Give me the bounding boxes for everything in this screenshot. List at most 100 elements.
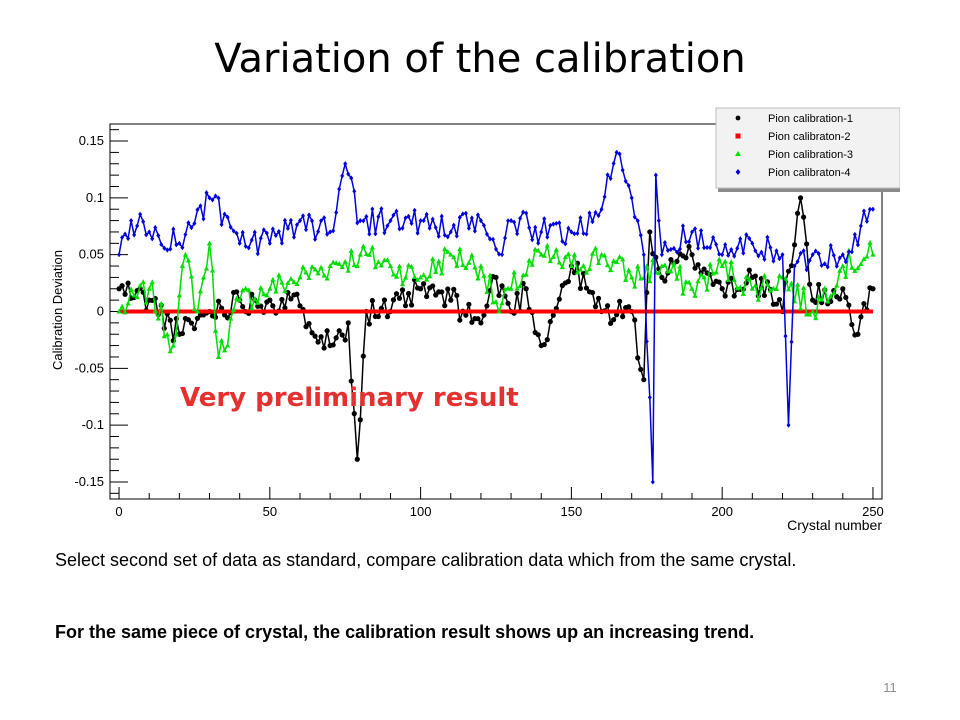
data-point: [556, 296, 562, 302]
description-paragraph: Select second set of data as standard, c…: [55, 550, 797, 570]
data-point: [457, 246, 463, 252]
data-point: [650, 251, 656, 257]
data-point: [348, 247, 354, 253]
data-point: [623, 178, 628, 184]
data-point: [255, 251, 260, 257]
data-point: [442, 232, 447, 238]
data-point: [548, 222, 553, 229]
data-point: [509, 217, 514, 224]
data-point: [225, 342, 231, 348]
data-point: [343, 161, 348, 167]
data-point: [557, 220, 562, 226]
data-point: [454, 292, 460, 299]
data-point: [185, 257, 192, 263]
data-point: [185, 317, 192, 323]
data-point: [750, 240, 755, 246]
data-point: [198, 203, 203, 209]
data-point: [215, 354, 222, 359]
data-point: [512, 219, 517, 225]
data-point: [559, 264, 565, 270]
data-point: [822, 285, 828, 291]
data-point: [400, 225, 405, 231]
data-point: [409, 220, 414, 226]
data-point: [122, 309, 128, 315]
data-point: [354, 456, 360, 462]
data-point: [433, 224, 438, 231]
data-point: [604, 262, 611, 268]
data-point: [638, 366, 644, 373]
data-point: [668, 246, 673, 252]
data-point: [120, 234, 125, 241]
data-point: [858, 223, 863, 229]
data-point: [237, 297, 243, 303]
data-point: [240, 229, 245, 235]
data-point: [656, 217, 661, 224]
data-point: [771, 258, 776, 264]
data-point: [592, 304, 599, 310]
data-point: [297, 303, 303, 309]
data-point: [324, 275, 330, 281]
data-point: [285, 225, 290, 231]
data-point: [312, 266, 318, 272]
data-point: [659, 274, 665, 281]
data-point: [699, 227, 704, 234]
data-point: [810, 252, 815, 258]
data-point: [611, 317, 617, 323]
data-point: [366, 252, 372, 257]
data-point: [773, 286, 780, 291]
data-point: [511, 269, 517, 275]
data-point: [213, 193, 218, 199]
data-point: [659, 252, 664, 258]
data-point: [789, 339, 794, 345]
data-point: [132, 232, 137, 238]
data-point: [644, 338, 649, 344]
data-point: [357, 251, 363, 257]
data-point: [578, 215, 583, 221]
data-point: [716, 256, 722, 262]
legend-marker: [735, 151, 741, 156]
data-point: [714, 241, 719, 247]
data-point: [126, 235, 131, 242]
data-point: [306, 275, 312, 281]
data-point: [360, 353, 366, 359]
legend-label: Pion calibraton-2: [768, 131, 851, 143]
data-point: [693, 226, 698, 232]
data-point: [288, 275, 294, 281]
data-point: [342, 258, 348, 264]
data-point: [454, 233, 459, 239]
data-point: [494, 246, 498, 252]
data-point: [650, 257, 656, 263]
data-point: [720, 252, 725, 258]
data-point: [707, 261, 713, 267]
data-point: [327, 263, 333, 269]
data-point: [541, 252, 547, 258]
data-point: [737, 284, 743, 290]
data-point: [285, 280, 291, 285]
data-point: [282, 305, 288, 311]
data-point: [819, 296, 825, 302]
data-point: [433, 269, 439, 274]
data-point: [607, 320, 614, 326]
data-point: [411, 274, 418, 279]
data-point: [547, 319, 553, 325]
data-point: [457, 214, 462, 220]
data-point: [813, 315, 819, 321]
data-point: [598, 251, 605, 257]
data-point: [861, 256, 867, 261]
data-point: [243, 243, 248, 249]
data-point: [761, 292, 767, 299]
data-point: [518, 215, 523, 222]
data-point: [523, 286, 529, 292]
data-point: [484, 303, 490, 309]
data-point: [584, 231, 589, 237]
data-point: [123, 231, 128, 237]
data-point: [662, 262, 668, 268]
data-point: [550, 254, 556, 259]
data-point: [731, 293, 737, 299]
data-point: [629, 195, 634, 201]
data-point: [351, 262, 357, 268]
data-point: [460, 262, 466, 268]
data-point: [197, 288, 204, 294]
data-point: [593, 209, 598, 216]
data-point: [575, 230, 580, 237]
